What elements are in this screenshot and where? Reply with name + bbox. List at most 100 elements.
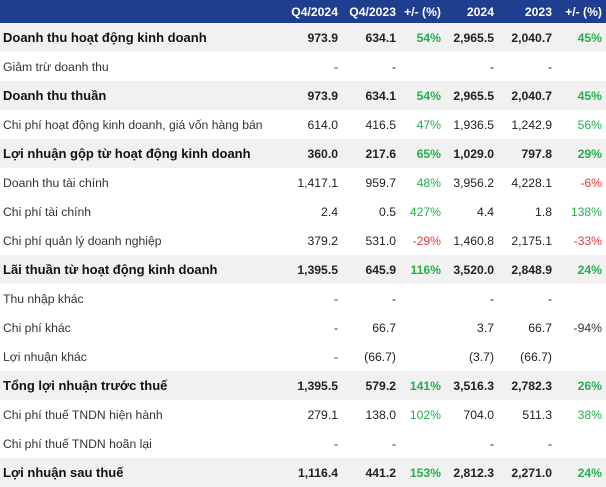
cell-2024: - [489, 291, 494, 306]
cell-quarter-change [400, 52, 445, 81]
cell-q4-2023: 959.7 [365, 175, 397, 190]
cell-year-change [556, 429, 606, 458]
cell-q4-2024: - [333, 436, 338, 451]
cell-quarter-change: 116% [410, 262, 442, 277]
cell-2024: 3,956.2 [453, 175, 494, 190]
table-row: Lãi thuần từ hoạt động kinh doanh 1,395.5… [0, 255, 606, 284]
cell-year-change [556, 52, 606, 81]
cell-2023: 1,242.9 [511, 117, 552, 132]
cell-2024: 3.7 [477, 320, 494, 335]
row-label: Doanh thu hoạt động kinh doanh [3, 30, 207, 45]
table-row: Thu nhập khác - - - - [0, 284, 606, 313]
cell-year-change: -6% [580, 175, 602, 190]
cell-year-change: 45% [577, 30, 602, 45]
cell-quarter-change: 47% [416, 117, 441, 132]
cell-2023: 2,782.3 [511, 378, 552, 393]
cell-quarter-change [400, 313, 445, 342]
cell-q4-2024: - [333, 291, 338, 306]
cell-year-change: 56% [577, 117, 602, 132]
cell-year-change [556, 342, 606, 371]
cell-q4-2023: - [391, 291, 396, 306]
cell-2024: 1,936.5 [453, 117, 494, 132]
cell-2024: 4.4 [477, 204, 494, 219]
header-2024: 2024 [466, 4, 494, 19]
row-label: Chi phí khác [3, 320, 71, 335]
cell-q4-2024: 279.1 [307, 407, 339, 422]
cell-year-change: -33% [573, 233, 602, 248]
cell-quarter-change: 427% [409, 204, 441, 219]
cell-year-change: 29% [577, 146, 602, 161]
row-label: Lợi nhuận khác [3, 349, 87, 364]
cell-quarter-change: 48% [416, 175, 441, 190]
cell-2023: - [547, 59, 552, 74]
cell-2024: 1,460.8 [453, 233, 494, 248]
cell-q4-2023: 0.5 [379, 204, 396, 219]
cell-q4-2023: - [391, 436, 396, 451]
row-label: Lợi nhuận sau thuế [3, 465, 124, 480]
cell-quarter-change: -29% [412, 233, 441, 248]
cell-year-change: 26% [577, 378, 602, 393]
cell-q4-2023: 634.1 [365, 88, 397, 103]
table-row: Chi phí quản lý doanh nghiệp 379.2 531.0 -2… [0, 226, 606, 255]
table-row: Doanh thu tài chính 1,417.1 959.7 48% 3,956.… [0, 168, 606, 197]
cell-year-change: 138% [570, 204, 602, 219]
cell-q4-2024: 2.4 [321, 204, 338, 219]
cell-q4-2023: 579.2 [365, 378, 397, 393]
cell-year-change: -94% [573, 320, 602, 335]
cell-year-change: 24% [577, 262, 602, 277]
row-label: Thu nhập khác [3, 291, 84, 306]
header-year-change: +/- (%) [565, 4, 602, 19]
cell-quarter-change: 102% [409, 407, 441, 422]
header-2023: 2023 [524, 4, 552, 19]
table-row: Lợi nhuận sau thuế 1,116.4 441.2 153% 2,812.… [0, 458, 606, 487]
row-label: Chi phí quản lý doanh nghiệp [3, 233, 162, 248]
cell-2023: 2,040.7 [511, 88, 552, 103]
cell-q4-2024: - [333, 349, 338, 364]
cell-q4-2024: 614.0 [307, 117, 339, 132]
cell-2023: - [547, 291, 552, 306]
cell-q4-2024: 973.9 [307, 30, 339, 45]
cell-quarter-change: 65% [416, 146, 441, 161]
cell-q4-2023: 441.2 [365, 465, 397, 480]
row-label: Chi phí thuế TNDN hiện hành [3, 407, 163, 422]
cell-2023: 2,271.0 [511, 465, 552, 480]
cell-quarter-change [400, 429, 445, 458]
header-q4-2024: Q4/2024 [291, 4, 338, 19]
table-row: Chi phí tài chính 2.4 0.5 427% 4.4 1.8 138% [0, 197, 606, 226]
cell-2023: 66.7 [528, 320, 552, 335]
cell-quarter-change [400, 284, 445, 313]
cell-q4-2023: - [391, 59, 396, 74]
row-label: Lợi nhuận gộp từ hoạt động kinh doanh [3, 146, 251, 161]
cell-quarter-change [400, 342, 445, 371]
cell-q4-2024: - [333, 320, 338, 335]
cell-q4-2023: 416.5 [365, 117, 397, 132]
row-label: Giảm trừ doanh thu [3, 59, 109, 74]
cell-2023: 797.8 [521, 146, 553, 161]
cell-2024: 3,516.3 [453, 378, 494, 393]
cell-2023: 4,228.1 [511, 175, 552, 190]
cell-2023: 2,040.7 [511, 30, 552, 45]
cell-q4-2023: 531.0 [365, 233, 397, 248]
header-row: Q4/2024 Q4/2023 +/- (%) 2024 2023 +/- (%… [0, 0, 606, 23]
cell-quarter-change: 54% [416, 88, 441, 103]
cell-q4-2023: 138.0 [365, 407, 397, 422]
cell-year-change: 24% [577, 465, 602, 480]
table-row: Giảm trừ doanh thu - - - - [0, 52, 606, 81]
row-label: Doanh thu tài chính [3, 175, 109, 190]
header-quarter-change: +/- (%) [404, 4, 441, 19]
cell-q4-2024: 1,116.4 [298, 465, 338, 480]
row-label: Lãi thuần từ hoạt động kinh doanh [3, 262, 218, 277]
cell-2023: 511.3 [522, 407, 552, 422]
cell-quarter-change: 54% [416, 30, 441, 45]
cell-year-change: 45% [577, 88, 602, 103]
cell-2024: - [489, 436, 494, 451]
cell-2023: 1.8 [535, 204, 552, 219]
table-row: Tổng lợi nhuận trước thuế 1,395.5 579.2 141… [0, 371, 606, 400]
cell-q4-2023: 217.6 [365, 146, 397, 161]
row-label: Doanh thu thuần [3, 88, 107, 103]
cell-quarter-change: 153% [409, 465, 441, 480]
cell-q4-2024: 379.2 [307, 233, 339, 248]
cell-q4-2024: 1,395.5 [297, 262, 338, 277]
table-row: Chi phí hoạt động kinh doanh, giá vốn hà… [0, 110, 606, 139]
